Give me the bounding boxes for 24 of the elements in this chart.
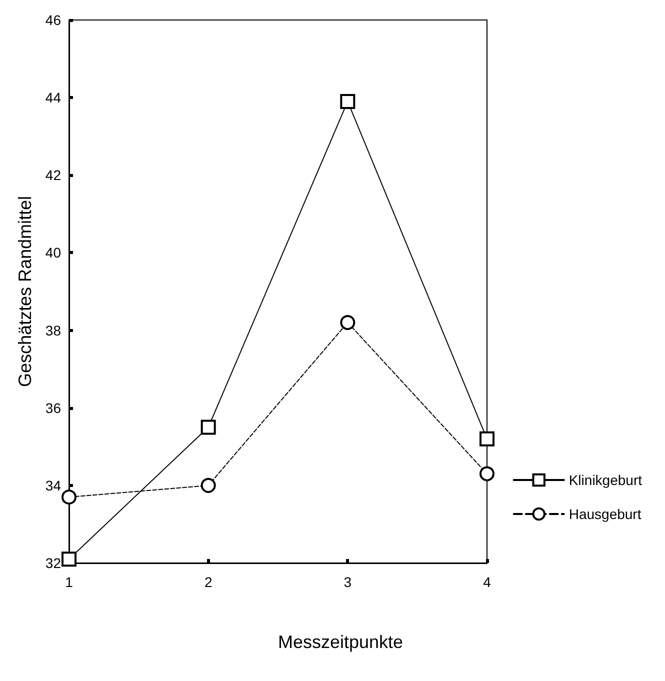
- point: [200, 420, 216, 435]
- point: [480, 431, 494, 446]
- x-tick-label: 3: [344, 574, 352, 590]
- point: [340, 315, 356, 330]
- x-tick-label: 4: [483, 574, 492, 590]
- y-tick-label: 38: [45, 322, 62, 338]
- x-tick-label: 2: [204, 574, 212, 590]
- y-tick-label: 40: [45, 244, 62, 261]
- y-tick-label: 44: [45, 90, 62, 106]
- x-axis-title: Messzeitpunkte: [278, 632, 404, 652]
- y-tick-label: 34: [45, 477, 62, 494]
- y-tick-label: 42: [45, 167, 62, 184]
- y-tick-label: 46: [45, 12, 62, 28]
- y-tick-label: 32: [45, 555, 62, 571]
- y-axis-title: Geschätztes Randmittel: [15, 196, 35, 388]
- point: [62, 490, 76, 505]
- point: [200, 478, 216, 493]
- x-tick-label: 1: [65, 574, 74, 590]
- point: [340, 94, 356, 109]
- legend-label: Klinikgeburt: [568, 472, 642, 488]
- y-tick-label: 36: [45, 400, 62, 416]
- point: [62, 552, 76, 567]
- legend-label: Hausgeburt: [568, 506, 642, 522]
- point: [480, 466, 494, 482]
